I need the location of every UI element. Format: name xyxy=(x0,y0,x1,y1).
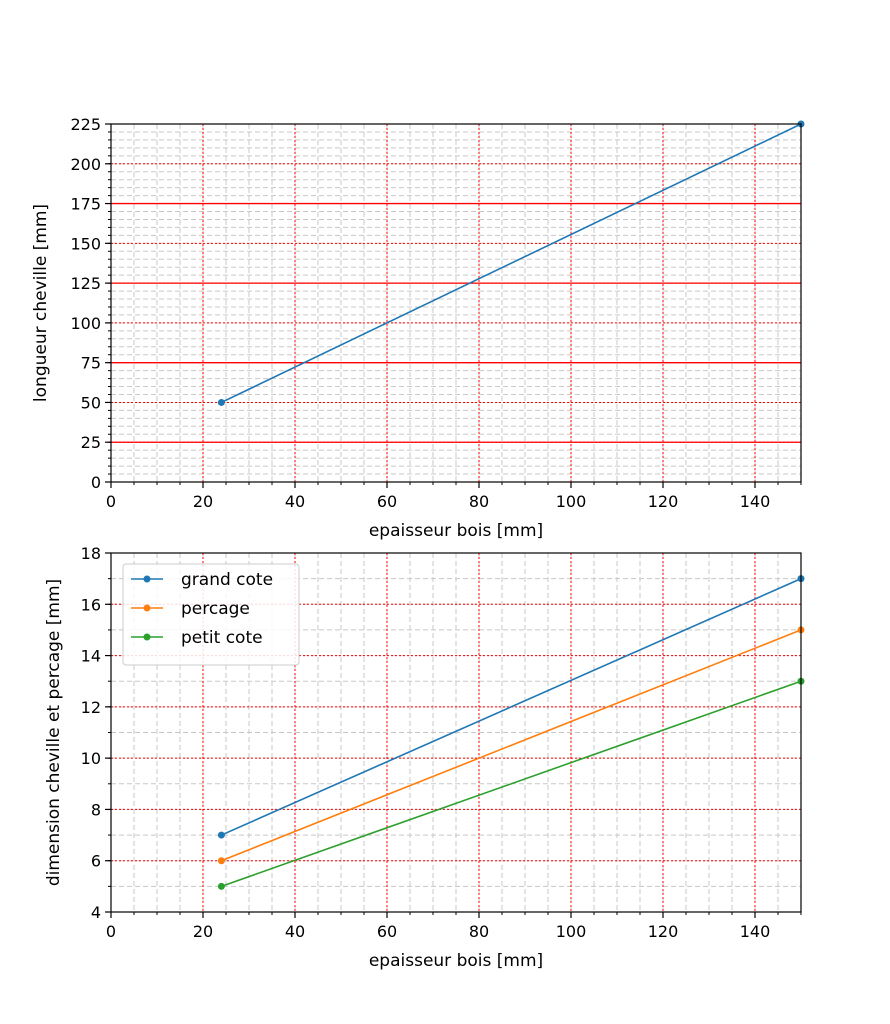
y-tick-label: 75 xyxy=(81,354,101,373)
top-series xyxy=(217,120,805,406)
chart-bottom: 0 20 40 60 80 100 120 140 4 6 8 10 12 14 16 18 epaisseu… xyxy=(44,544,805,971)
top-y-axis-label: longueur cheville [mm] xyxy=(31,204,51,402)
y-tick-label: 4 xyxy=(91,903,101,922)
x-tick-label: 120 xyxy=(648,922,679,941)
legend-swatch-marker xyxy=(143,575,151,583)
x-tick-label: 80 xyxy=(469,922,489,941)
y-tick-label: 125 xyxy=(70,274,101,293)
y-tick-label: 14 xyxy=(81,647,101,666)
legend-entry: grand cote xyxy=(131,570,273,590)
y-tick-label: 18 xyxy=(81,544,101,563)
bottom-x-axis-label: epaisseur bois [mm] xyxy=(369,951,543,971)
x-tick-label: 60 xyxy=(377,492,397,511)
x-tick-label: 20 xyxy=(193,492,213,511)
y-tick-label: 12 xyxy=(81,698,101,717)
y-tick-label: 200 xyxy=(70,155,101,174)
x-tick-label: 0 xyxy=(106,922,116,941)
series-line xyxy=(221,577,802,836)
y-tick-label: 6 xyxy=(91,852,101,871)
legend-box xyxy=(122,563,300,666)
x-tick-label: 40 xyxy=(285,922,305,941)
legend-entry: petit cote xyxy=(131,628,263,648)
x-tick-label: 140 xyxy=(740,492,771,511)
x-tick-label: 60 xyxy=(377,922,397,941)
legend-label: percage xyxy=(181,599,250,619)
top-ticks: 0 20 40 60 80 100 120 140 0 25 50 75 100 125 150 175 200… xyxy=(70,115,802,511)
x-tick-label: 40 xyxy=(285,492,305,511)
top-x-axis-label: epaisseur bois [mm] xyxy=(369,521,543,541)
data-point xyxy=(217,831,225,839)
x-tick-label: 100 xyxy=(556,492,587,511)
x-tick-label: 80 xyxy=(469,492,489,511)
data-point xyxy=(217,857,225,865)
x-tick-label: 140 xyxy=(740,922,771,941)
y-tick-label: 0 xyxy=(91,473,101,492)
x-tick-label: 20 xyxy=(193,922,213,941)
x-tick-label: 120 xyxy=(648,492,679,511)
y-tick-label: 175 xyxy=(70,195,101,214)
y-tick-label: 8 xyxy=(91,800,101,819)
series-line xyxy=(221,629,802,862)
top-minor-grid xyxy=(110,123,802,483)
x-tick-label: 100 xyxy=(556,922,587,941)
y-tick-label: 100 xyxy=(70,314,101,333)
y-tick-label: 10 xyxy=(81,749,101,768)
legend-swatch-marker xyxy=(143,633,151,641)
y-tick-label: 25 xyxy=(81,433,101,452)
data-point xyxy=(217,882,225,890)
x-tick-label: 0 xyxy=(106,492,116,511)
legend-swatch-marker xyxy=(143,604,151,612)
y-tick-label: 50 xyxy=(81,393,101,412)
chart-top: 0 20 40 60 80 100 120 140 0 25 50 75 100 125 150 175 200… xyxy=(31,115,805,541)
series-line xyxy=(221,680,802,888)
y-tick-label: 16 xyxy=(81,595,101,614)
bottom-y-axis-label: dimension cheville et percage [mm] xyxy=(44,579,64,886)
y-tick-label: 225 xyxy=(70,115,101,134)
top-hlines xyxy=(111,202,801,443)
data-point xyxy=(217,398,225,406)
legend-entry: percage xyxy=(131,599,250,619)
legend: grand cote percage petit cote xyxy=(122,563,300,666)
legend-label: grand cote xyxy=(181,570,273,590)
series-line xyxy=(221,123,802,404)
bottom-ticks: 0 20 40 60 80 100 120 140 4 6 8 10 12 14 16 18 xyxy=(81,544,802,941)
y-tick-label: 150 xyxy=(70,234,101,253)
legend-label: petit cote xyxy=(181,628,263,648)
